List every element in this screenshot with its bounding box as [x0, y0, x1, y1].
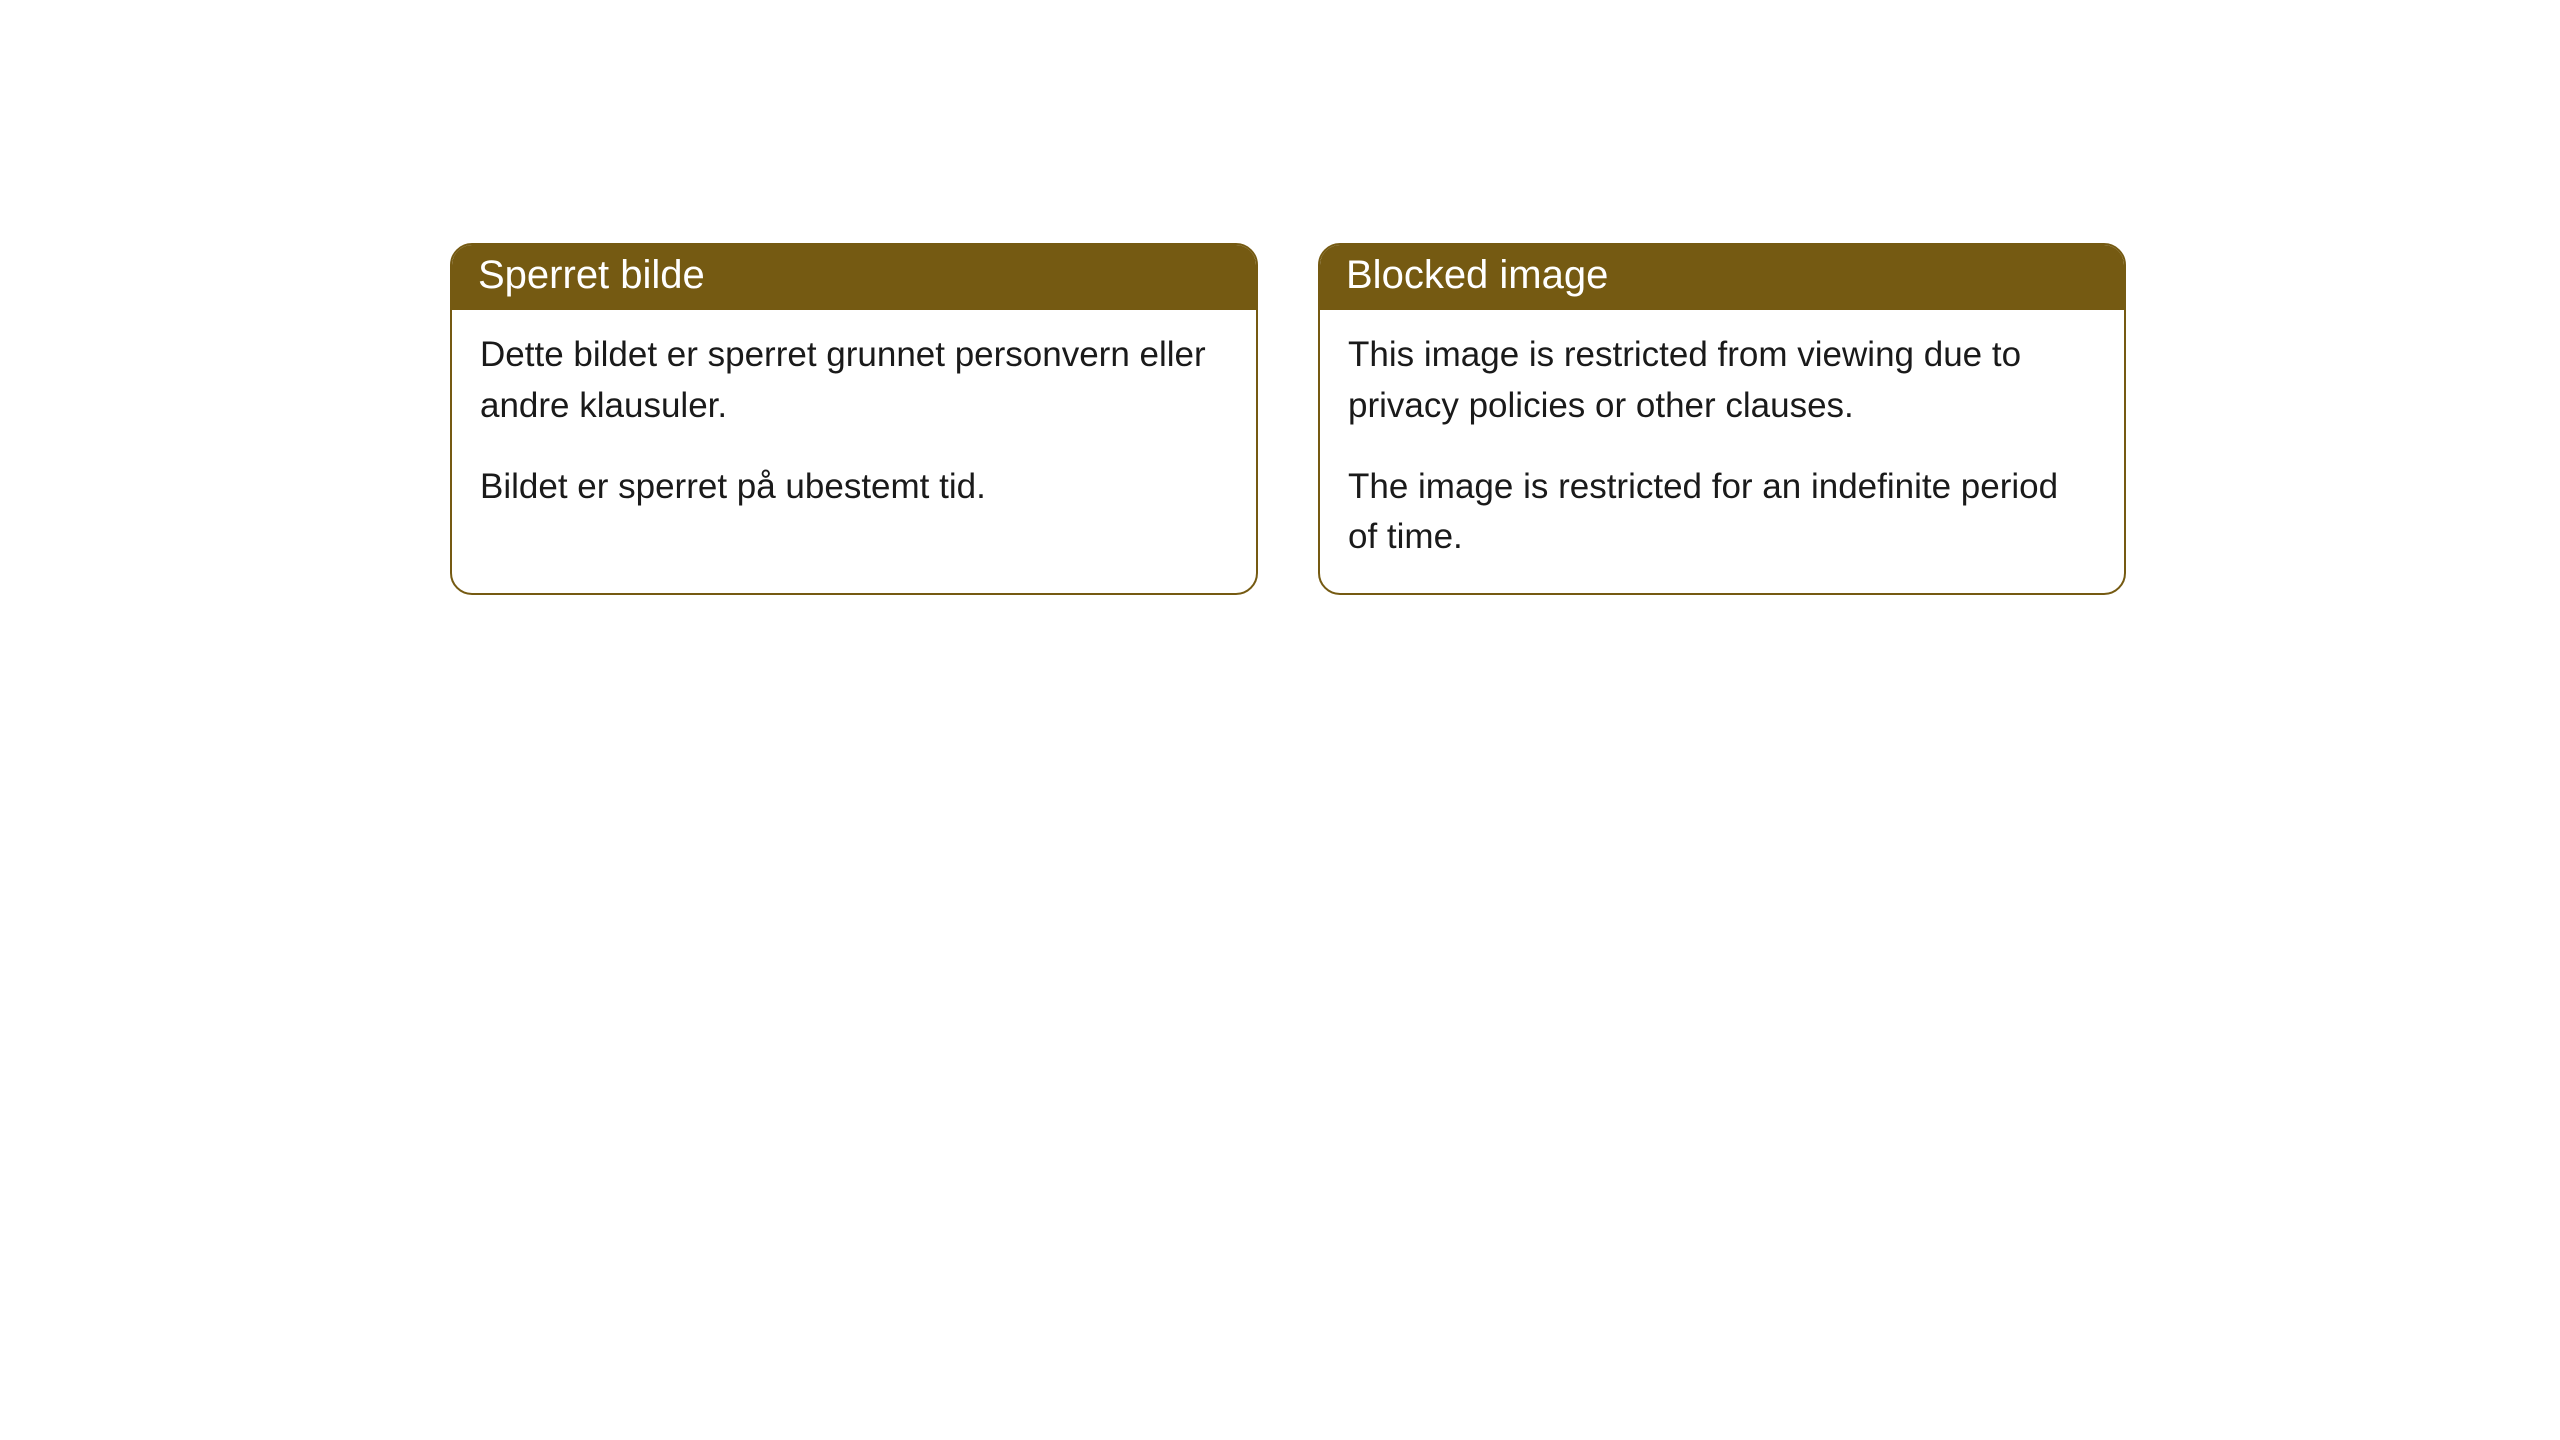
card-header: Blocked image [1320, 245, 2124, 310]
card-paragraph: This image is restricted from viewing du… [1348, 330, 2096, 432]
card-paragraph: Bildet er sperret på ubestemt tid. [480, 462, 1228, 513]
card-title: Sperret bilde [478, 253, 705, 297]
card-title: Blocked image [1346, 253, 1608, 297]
card-paragraph: The image is restricted for an indefinit… [1348, 462, 2096, 564]
card-paragraph: Dette bildet er sperret grunnet personve… [480, 330, 1228, 432]
blocked-image-card-norwegian: Sperret bilde Dette bildet er sperret gr… [450, 243, 1258, 595]
card-body: Dette bildet er sperret grunnet personve… [452, 310, 1256, 542]
blocked-image-card-english: Blocked image This image is restricted f… [1318, 243, 2126, 595]
notice-cards-container: Sperret bilde Dette bildet er sperret gr… [0, 0, 2560, 595]
card-header: Sperret bilde [452, 245, 1256, 310]
card-body: This image is restricted from viewing du… [1320, 310, 2124, 593]
